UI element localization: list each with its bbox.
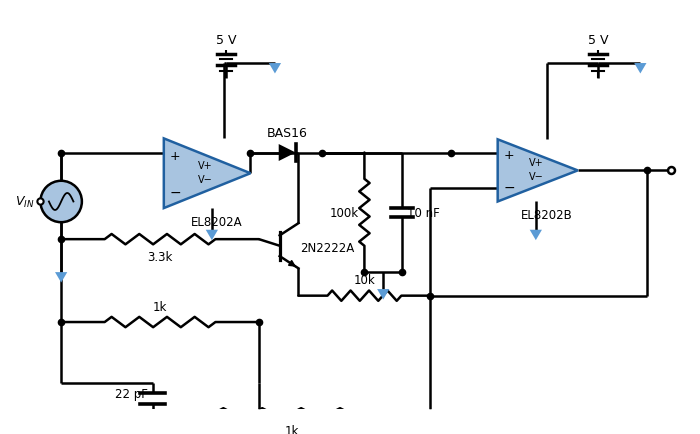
Polygon shape xyxy=(269,64,281,74)
Text: EL8202B: EL8202B xyxy=(522,209,573,222)
Text: BAS16: BAS16 xyxy=(267,127,307,140)
Polygon shape xyxy=(530,230,542,240)
Polygon shape xyxy=(498,140,578,202)
Text: 100k: 100k xyxy=(330,206,359,219)
Text: 3.3k: 3.3k xyxy=(148,250,173,263)
Text: V+: V+ xyxy=(528,158,543,168)
Text: 10 nF: 10 nF xyxy=(407,206,440,219)
Text: $V_{IN}$: $V_{IN}$ xyxy=(15,194,35,210)
Text: 2N2222A: 2N2222A xyxy=(300,242,355,255)
Text: 1k: 1k xyxy=(153,300,167,313)
Text: −: − xyxy=(503,180,514,194)
Polygon shape xyxy=(164,139,251,209)
Text: 1k: 1k xyxy=(284,424,299,434)
Polygon shape xyxy=(279,145,295,161)
Polygon shape xyxy=(206,230,218,240)
Text: V+: V+ xyxy=(198,161,213,171)
Polygon shape xyxy=(377,289,389,300)
Text: 22 pF: 22 pF xyxy=(115,387,148,400)
Polygon shape xyxy=(55,273,67,283)
Text: +: + xyxy=(170,149,181,162)
Text: V−: V− xyxy=(528,172,543,182)
Text: −: − xyxy=(169,185,181,199)
Polygon shape xyxy=(634,64,647,74)
Text: V−: V− xyxy=(198,174,213,184)
Text: EL8202A: EL8202A xyxy=(190,215,242,228)
Text: 5 V: 5 V xyxy=(216,34,236,47)
Text: 5 V: 5 V xyxy=(588,34,608,47)
Circle shape xyxy=(41,181,82,223)
Text: +: + xyxy=(504,148,514,161)
Text: 10k: 10k xyxy=(354,273,375,286)
